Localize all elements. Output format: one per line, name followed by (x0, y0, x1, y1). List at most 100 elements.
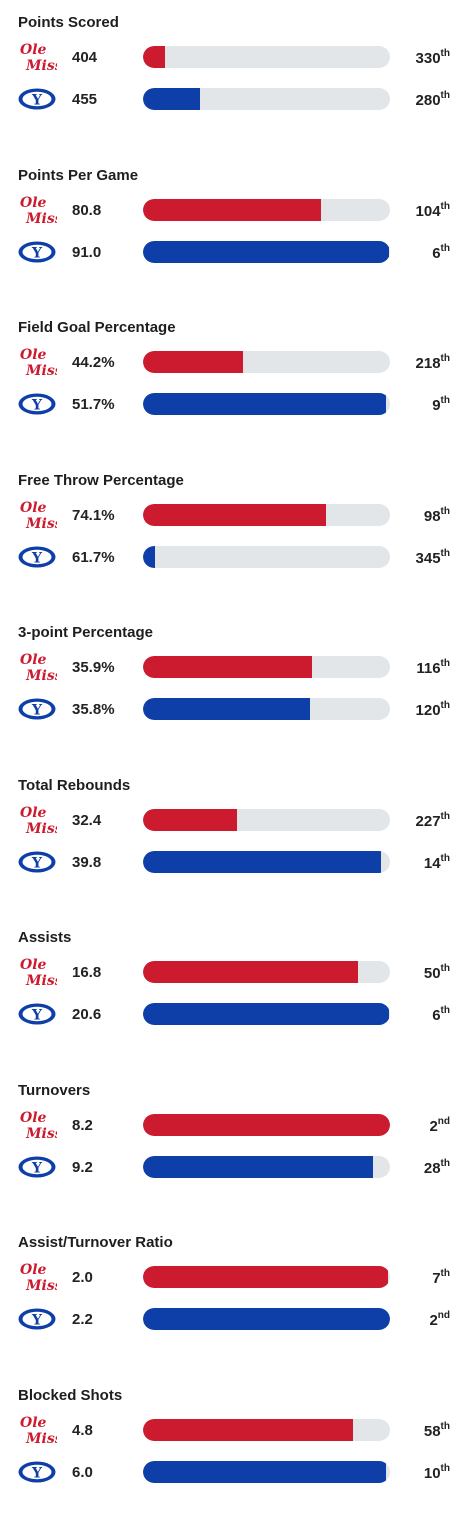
national-rank: 116th (416, 659, 450, 677)
stat-bar-track (143, 393, 390, 415)
rank-number: 330 (416, 50, 441, 67)
rank-suffix: th (441, 1421, 450, 1432)
stat-bar-track (143, 546, 390, 568)
svg-text:Ole: Ole (20, 1110, 47, 1126)
rank-suffix: th (441, 1268, 450, 1279)
national-rank: 6th (432, 244, 450, 262)
stat-value: 44.2% (72, 354, 115, 371)
stat-bar-fill (143, 393, 386, 415)
national-rank: 218th (416, 354, 450, 372)
stat-bar-fill (143, 1266, 388, 1288)
svg-text:Miss: Miss (25, 973, 57, 989)
ole-miss-logo-icon: OleMiss (17, 345, 57, 379)
rank-suffix: th (441, 1158, 450, 1169)
byu-logo-icon: Y (17, 1150, 57, 1184)
rank-number: 218 (416, 355, 441, 372)
stat-value: 51.7% (72, 396, 115, 413)
stat-title: Turnovers (18, 1082, 90, 1099)
svg-text:Ole: Ole (20, 1262, 47, 1278)
stat-bar-fill (143, 851, 381, 873)
stat-section-assist-turnover-ratio: Assist/Turnover RatioOleMiss2.07thY2.22n… (0, 1220, 474, 1373)
stat-title: Total Rebounds (18, 777, 130, 794)
stat-bar-fill (143, 1156, 373, 1178)
stat-bar-track (143, 351, 390, 373)
stat-title: Assist/Turnover Ratio (18, 1234, 173, 1251)
stat-value: 20.6 (72, 1006, 101, 1023)
stat-bar-fill (143, 88, 200, 110)
stat-bar-track (143, 1266, 390, 1288)
svg-text:Miss: Miss (25, 1431, 57, 1447)
rank-number: 7 (432, 1270, 440, 1287)
stat-bar-track (143, 199, 390, 221)
national-rank: 227th (416, 812, 450, 830)
svg-text:Y: Y (31, 398, 43, 414)
stat-title: Field Goal Percentage (18, 319, 176, 336)
rank-number: 9 (432, 397, 440, 414)
national-rank: 330th (416, 49, 450, 67)
stat-value: 8.2 (72, 1117, 93, 1134)
rank-suffix: th (441, 48, 450, 59)
stat-bar-fill (143, 1114, 390, 1136)
stat-title: 3-point Percentage (18, 624, 153, 641)
stat-section-field-goal-percentage: Field Goal PercentageOleMiss44.2%218thY5… (0, 305, 474, 458)
byu-logo-icon: Y (17, 692, 57, 726)
svg-text:Y: Y (31, 1465, 43, 1481)
svg-text:Miss: Miss (25, 1126, 57, 1142)
stat-bar-fill (143, 504, 326, 526)
stat-bar-track (143, 698, 390, 720)
rank-suffix: th (441, 506, 450, 517)
stat-bar-fill (143, 241, 389, 263)
rank-number: 6 (432, 245, 440, 262)
svg-text:Ole: Ole (20, 652, 47, 668)
stat-bar-fill (143, 656, 312, 678)
stat-value: 80.8 (72, 202, 101, 219)
stat-bar-track (143, 1461, 390, 1483)
rank-number: 10 (424, 1465, 441, 1482)
rank-suffix: th (441, 395, 450, 406)
stat-bar-fill (143, 46, 165, 68)
rank-suffix: nd (438, 1116, 450, 1127)
stat-value: 16.8 (72, 964, 101, 981)
svg-text:Miss: Miss (25, 821, 57, 837)
rank-suffix: th (441, 853, 450, 864)
byu-logo-icon: Y (17, 540, 57, 574)
stat-bar-track (143, 88, 390, 110)
rank-number: 120 (416, 702, 441, 719)
svg-text:Y: Y (31, 1008, 43, 1024)
rank-number: 98 (424, 508, 441, 525)
stat-value: 404 (72, 49, 97, 66)
stat-bar-fill (143, 698, 310, 720)
ole-miss-logo-icon: OleMiss (17, 1108, 57, 1142)
svg-text:Ole: Ole (20, 42, 47, 58)
stat-value: 74.1% (72, 507, 115, 524)
rank-number: 50 (424, 965, 441, 982)
svg-text:Ole: Ole (20, 500, 47, 516)
national-rank: 10th (424, 1464, 450, 1482)
byu-logo-icon: Y (17, 1455, 57, 1489)
stat-title: Points Scored (18, 14, 119, 31)
stat-value: 9.2 (72, 1159, 93, 1176)
stat-bar-track (143, 1308, 390, 1330)
national-rank: 50th (424, 964, 450, 982)
stat-bar-fill (143, 546, 155, 568)
stat-row-ole-miss: OleMiss404330th (0, 46, 474, 70)
stat-title: Assists (18, 929, 71, 946)
rank-number: 280 (416, 92, 441, 109)
rank-suffix: th (441, 1005, 450, 1016)
byu-logo-icon: Y (17, 997, 57, 1031)
svg-text:Y: Y (31, 855, 43, 871)
ole-miss-logo-icon: OleMiss (17, 193, 57, 227)
stat-value: 91.0 (72, 244, 101, 261)
